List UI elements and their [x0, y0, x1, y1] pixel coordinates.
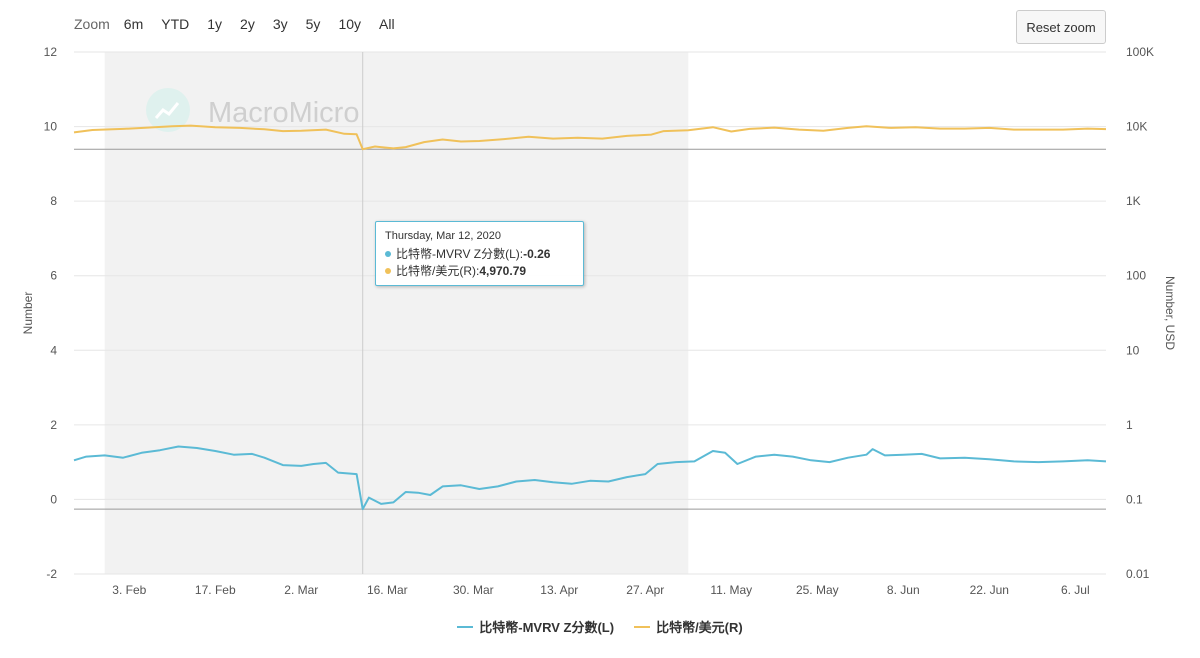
y-left-tick-label: 8: [50, 194, 57, 208]
y-right-tick-label: 1K: [1126, 194, 1141, 208]
tooltip-zscore-value: -0.26: [523, 246, 551, 261]
x-tick-label: 6. Jul: [1061, 583, 1090, 597]
x-tick-label: 17. Feb: [195, 583, 236, 597]
x-tick-label: 3. Feb: [112, 583, 146, 597]
zoom-ytd-button[interactable]: YTD: [161, 16, 190, 32]
zscore-dot-icon: [385, 250, 391, 257]
y-left-axis-title: Number: [21, 292, 35, 335]
zoom-10y-button[interactable]: 10y: [338, 16, 362, 32]
x-tick-label: 8. Jun: [887, 583, 920, 597]
y-right-tick-label: 100: [1126, 269, 1146, 283]
zoom-3y-button[interactable]: 3y: [272, 16, 288, 32]
legend: 比特幣-MVRV Z分數(L) 比特幣/美元(R): [0, 617, 1200, 636]
series-line-price: [73, 124, 1107, 151]
x-tick-label: 30. Mar: [453, 583, 494, 597]
x-tick-label: 27. Apr: [626, 583, 664, 597]
zoom-1y-button[interactable]: 1y: [207, 16, 223, 32]
zoom-all-button[interactable]: All: [379, 16, 395, 32]
zoom-5y-button[interactable]: 5y: [305, 16, 321, 32]
legend-item-price[interactable]: 比特幣/美元(R): [634, 617, 743, 636]
price-dot-icon: [385, 267, 391, 274]
y-left-tick-label: 6: [50, 269, 57, 283]
y-right-tick-label: 1: [1126, 418, 1133, 432]
tooltip-zscore-label: 比特幣-MVRV Z分數(L):: [396, 247, 524, 261]
y-left-tick-label: 0: [50, 492, 57, 506]
x-tick-label: 16. Mar: [367, 583, 408, 597]
legend-label-price: 比特幣/美元(R): [656, 620, 743, 635]
y-left-tick-label: 2: [50, 418, 57, 432]
y-right-tick-label: 0.01: [1126, 567, 1150, 581]
series-line-zscore: [73, 445, 1107, 511]
legend-label-zscore: 比特幣-MVRV Z分數(L): [479, 620, 615, 635]
y-right-tick-label: 0.1: [1126, 492, 1143, 506]
tooltip-row-price: 比特幣/美元(R): 4,970.79: [385, 262, 574, 279]
legend-line-price-icon: [634, 625, 651, 628]
tooltip: Thursday, Mar 12, 2020 比特幣-MVRV Z分數(L): …: [375, 221, 584, 286]
x-tick-label: 22. Jun: [970, 583, 1009, 597]
y-left-tick-label: -2: [46, 567, 57, 581]
watermark-logo-trend-icon: [154, 102, 180, 119]
zoom-label: Zoom: [74, 16, 110, 32]
y-right-tick-label: 10K: [1126, 120, 1147, 134]
tooltip-price-label: 比特幣/美元(R):: [396, 264, 480, 278]
y-left-tick-label: 4: [50, 343, 57, 357]
reset-zoom-button[interactable]: Reset zoom: [1016, 10, 1106, 44]
x-tick-label: 13. Apr: [540, 583, 578, 597]
x-tick-label: 25. May: [796, 583, 839, 597]
range-selector: Zoom 6m YTD 1y 2y 3y 5y 10y All: [74, 14, 413, 34]
x-tick-label: 2. Mar: [284, 583, 318, 597]
y-right-axis-title: Number, USD: [1163, 276, 1177, 350]
zoom-2y-button[interactable]: 2y: [240, 16, 255, 32]
macromicro-watermark: MacroMicro: [146, 88, 359, 132]
tooltip-price-value: 4,970.79: [479, 263, 527, 278]
legend-line-zscore-icon: [457, 625, 474, 628]
watermark-text: MacroMicro: [208, 97, 359, 129]
tooltip-date: Thursday, Mar 12, 2020: [385, 230, 501, 242]
watermark-logo-icon: [146, 88, 190, 132]
y-left-tick-label: 12: [44, 45, 58, 59]
x-tick-label: 11. May: [710, 583, 752, 597]
y-right-tick-label: 100K: [1126, 45, 1154, 59]
shaded-band: [104, 52, 689, 574]
tooltip-row-zscore: 比特幣-MVRV Z分數(L): -0.26: [385, 245, 574, 262]
y-right-tick-label: 10: [1126, 343, 1140, 357]
y-left-tick-label: 10: [44, 120, 58, 134]
zoom-6m-button[interactable]: 6m: [123, 16, 144, 32]
legend-item-zscore[interactable]: 比特幣-MVRV Z分數(L): [457, 617, 614, 636]
